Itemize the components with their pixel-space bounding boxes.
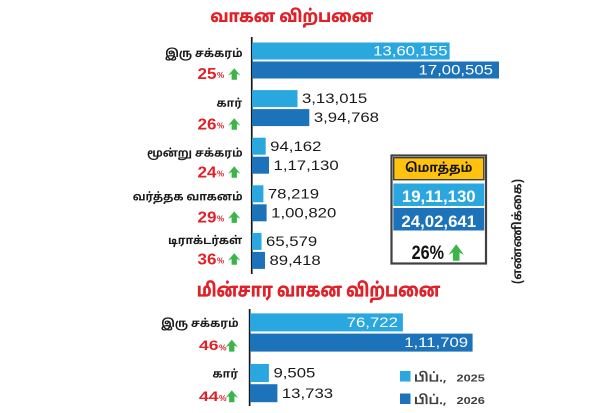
svg-text:26: 26 <box>198 116 217 133</box>
svg-text:24,02,641: 24,02,641 <box>401 212 476 231</box>
svg-text:1,11,709: 1,11,709 <box>404 336 468 351</box>
svg-text:19,11,130: 19,11,130 <box>402 187 476 206</box>
svg-text:36: 36 <box>198 251 217 268</box>
svg-text:76,722: 76,722 <box>347 316 398 331</box>
svg-text:13,733: 13,733 <box>282 386 333 401</box>
svg-text:29: 29 <box>198 209 217 226</box>
svg-text:3,94,768: 3,94,768 <box>314 111 379 126</box>
svg-text:%: % <box>219 393 227 403</box>
svg-text:%: % <box>219 343 227 353</box>
svg-text:%: % <box>217 169 224 178</box>
svg-text:3,13,015: 3,13,015 <box>302 92 367 107</box>
svg-text:65,579: 65,579 <box>266 235 317 250</box>
svg-text:1,17,130: 1,17,130 <box>274 158 339 173</box>
svg-text:9,505: 9,505 <box>273 366 315 381</box>
svg-text:2026: 2026 <box>457 396 485 406</box>
svg-text:24: 24 <box>198 164 217 181</box>
svg-text:89,418: 89,418 <box>269 254 320 269</box>
svg-text:94,162: 94,162 <box>270 139 321 154</box>
svg-text:78,219: 78,219 <box>268 187 319 202</box>
svg-text:%: % <box>217 71 224 80</box>
svg-text:%: % <box>217 214 224 223</box>
svg-text:13,60,155: 13,60,155 <box>373 44 447 59</box>
svg-text:26%: 26% <box>412 242 445 264</box>
svg-text:1,00,820: 1,00,820 <box>271 206 336 221</box>
svg-text:44: 44 <box>199 390 219 405</box>
svg-text:25: 25 <box>198 66 217 83</box>
svg-text:%: % <box>217 256 224 265</box>
svg-text:%: % <box>217 121 224 130</box>
svg-text:2025: 2025 <box>457 374 485 384</box>
svg-text:46: 46 <box>199 339 219 354</box>
svg-text:17,00,505: 17,00,505 <box>419 63 493 78</box>
